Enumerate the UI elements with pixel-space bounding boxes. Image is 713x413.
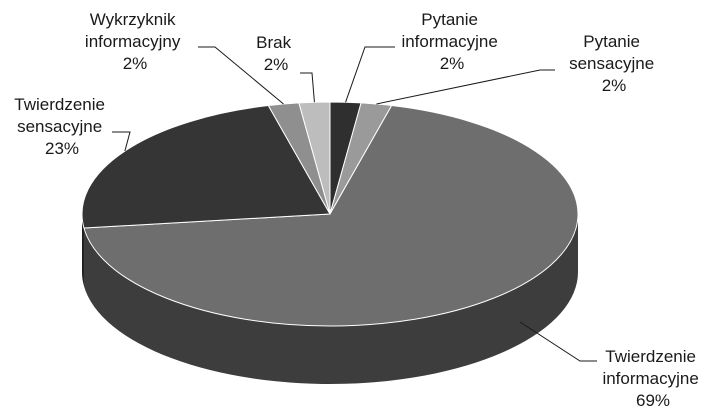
slice-label-twierdzenie-sensacyjne: Twierdzenie sensacyjne 23% — [14, 95, 109, 158]
slice-labels: Pytanie informacyjne 2% Pytanie sensacyj… — [14, 10, 703, 410]
leader-line-pytanie-informacyjne — [345, 46, 395, 103]
slice-label-brak: Brak 2% — [256, 33, 296, 74]
leader-lines — [112, 46, 597, 362]
slice-label-pytanie-informacyjne: Pytanie informacyjne 2% — [401, 10, 502, 73]
slice-label-pytanie-sensacyjne: Pytanie sensacyjne 2% — [569, 32, 659, 95]
leader-line-brak — [300, 72, 315, 103]
leader-line-pytanie-sensacyjne — [376, 69, 555, 105]
pie-slice-twierdzenie-informacyjne — [83, 104, 579, 327]
slice-label-twierdzenie-informacyjne: Twierdzenie informacyjne 69% — [602, 347, 703, 410]
pie-side-twierdzenie-informacyjne — [83, 214, 578, 385]
pie-top-faces — [81, 101, 579, 327]
pie-side-twierdzenie-sensacyjne — [82, 214, 84, 287]
leader-line-twierdzenie-informacyjne — [519, 321, 597, 362]
pie-side-walls — [82, 214, 578, 385]
leader-line-twierdzenie-sensacyjne — [112, 131, 131, 152]
leader-line-wykrzyknik-informacyjny — [198, 46, 284, 105]
slice-label-wykrzyknik-informacyjny: Wykrzyknik informacyjny 2% — [85, 10, 185, 73]
